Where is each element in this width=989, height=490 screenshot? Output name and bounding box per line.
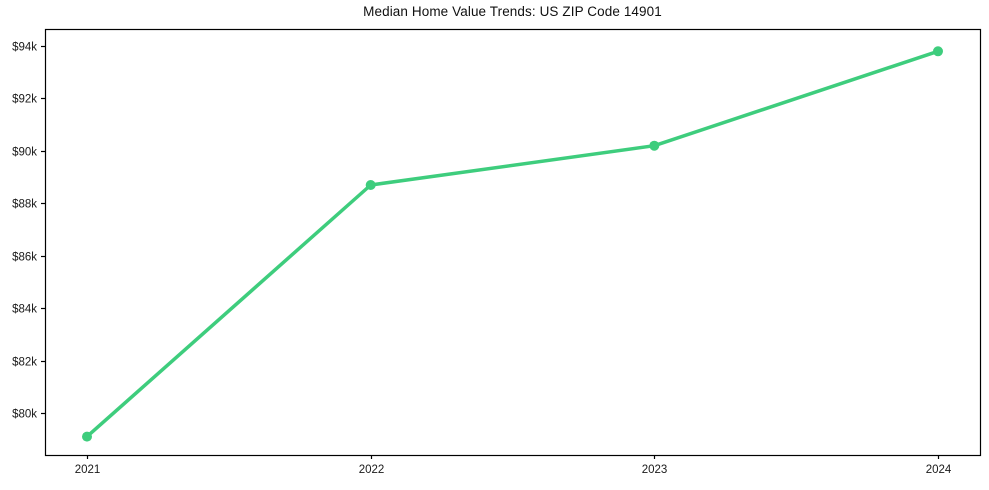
- data-point-marker: [365, 180, 376, 190]
- plot-border: [44, 28, 982, 457]
- y-tick-label: $84k: [12, 304, 37, 316]
- data-point-marker: [649, 140, 660, 151]
- x-tick-label: 2024: [926, 464, 952, 476]
- x-tick-label: 2022: [359, 464, 385, 476]
- y-tick-label: $88k: [12, 199, 37, 211]
- y-tick-label: $80k: [12, 409, 37, 421]
- data-point-marker: [82, 431, 92, 442]
- y-tick-label: $94k: [12, 42, 37, 54]
- y-tick-label: $82k: [12, 357, 37, 369]
- y-tick-label: $90k: [12, 147, 37, 159]
- y-tick-label: $86k: [12, 252, 37, 264]
- chart-title: Median Home Value Trends: US ZIP Code 14…: [363, 4, 662, 19]
- data-point-marker: [933, 46, 943, 57]
- x-tick-label: 2021: [75, 464, 101, 476]
- x-tick-label: 2023: [642, 464, 668, 476]
- y-tick-label: $92k: [12, 94, 37, 106]
- trend-line: [85, 49, 940, 439]
